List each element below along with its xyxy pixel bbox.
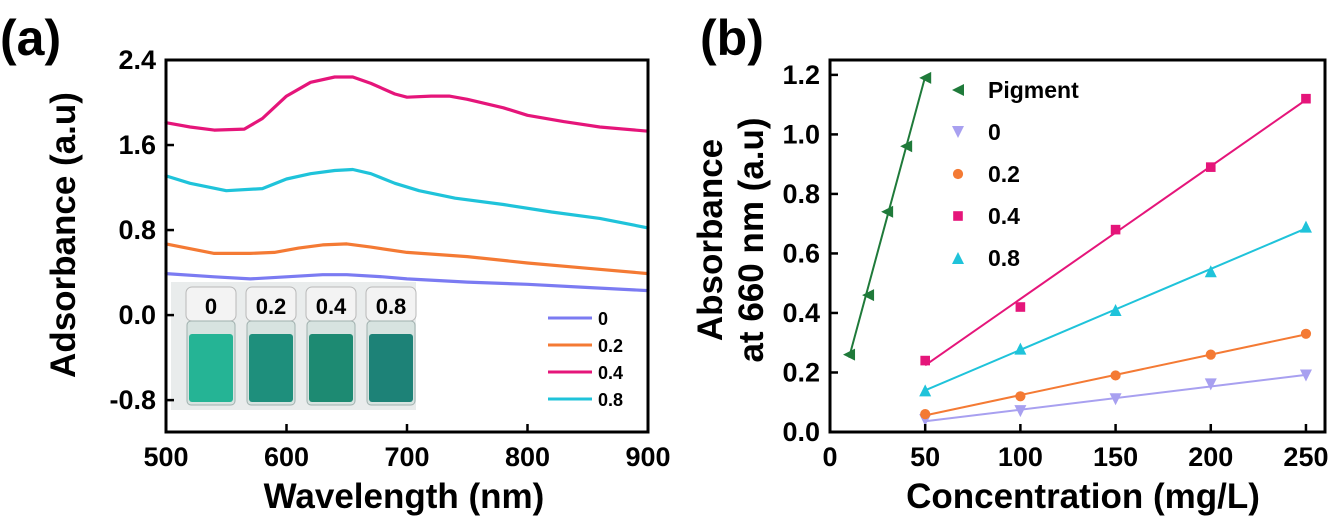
y-tick-label-a: 1.6 bbox=[118, 130, 156, 160]
y-tick-label-a: -0.8 bbox=[109, 385, 156, 415]
vial-label: 0.4 bbox=[316, 294, 347, 319]
data-point-pigment bbox=[952, 84, 964, 96]
data-point-0-8 bbox=[1109, 303, 1122, 316]
data-point-0-4 bbox=[1301, 93, 1311, 104]
y-axis-title-b-line2: at 660 nm (a.u) bbox=[732, 117, 771, 362]
data-point-pigment bbox=[881, 205, 894, 218]
x-axis-title-b: Concentration (mg/L) bbox=[906, 477, 1260, 516]
x-tick-label-a: 500 bbox=[143, 442, 188, 472]
vial-liquid bbox=[249, 334, 293, 402]
x-tick-label-b: 0 bbox=[822, 442, 837, 472]
x-tick-label-b: 200 bbox=[1188, 442, 1233, 472]
data-point-pigment bbox=[900, 140, 913, 153]
panel-label-b: (b) bbox=[700, 10, 764, 66]
fit-line bbox=[848, 76, 927, 358]
series-line-0 bbox=[164, 272, 650, 293]
data-point-0-2 bbox=[1300, 328, 1312, 339]
data-point-0-4 bbox=[1015, 302, 1026, 312]
y-tick-label-a: 2.4 bbox=[118, 45, 156, 75]
legend-label-a: 0.4 bbox=[598, 363, 623, 383]
data-point-0-4 bbox=[953, 211, 963, 221]
legend-a: 0 0.2 0.4 0.8 bbox=[548, 309, 623, 410]
data-point-0-2 bbox=[1205, 349, 1216, 360]
data-point-0-8 bbox=[952, 252, 964, 264]
y-tick-label-b: 1.2 bbox=[782, 60, 820, 90]
y-tick-label-a: 0.0 bbox=[118, 300, 156, 330]
series-line-0-4 bbox=[164, 75, 650, 133]
vial: 0.8 bbox=[365, 286, 417, 406]
legend-label-b: 0 bbox=[988, 119, 1001, 145]
y-axis-title-b-line1: Absorbance bbox=[691, 139, 730, 341]
data-point-0 bbox=[1109, 393, 1122, 406]
y-tick-label-b: 0.0 bbox=[782, 417, 820, 447]
legend-label-a: 0 bbox=[598, 309, 608, 329]
data-point-pigment bbox=[862, 289, 875, 302]
y-tick-label-b: 1.0 bbox=[782, 119, 820, 149]
x-axis-title-a: Wavelength (nm) bbox=[264, 477, 545, 516]
data-point-0 bbox=[1204, 378, 1217, 391]
x-tick-label-b: 150 bbox=[1093, 442, 1138, 472]
legend-label-a: 0.8 bbox=[598, 390, 623, 410]
data-point-0-2 bbox=[952, 168, 964, 180]
data-point-pigment bbox=[843, 348, 856, 361]
x-tick-label-a: 600 bbox=[264, 442, 309, 472]
panel-label-a: (a) bbox=[0, 10, 61, 66]
data-point-0 bbox=[1299, 369, 1312, 382]
x-tick-label-a: 900 bbox=[625, 442, 670, 472]
data-point-0-8 bbox=[1299, 220, 1312, 233]
data-point-pigment bbox=[919, 71, 932, 84]
y-tick-label-b: 0.4 bbox=[782, 298, 820, 328]
vial-liquid bbox=[369, 334, 413, 402]
legend-label-b: Pigment bbox=[988, 77, 1079, 103]
chart-panel-a: (a) Wavelength (nm) Adsorbance (a.u) 0 0.… bbox=[0, 10, 671, 516]
vial-label: 0.8 bbox=[376, 294, 407, 319]
data-point-0-8 bbox=[1014, 342, 1027, 355]
legend-label-b: 0.2 bbox=[988, 161, 1020, 187]
y-tick-label-a: 0.8 bbox=[118, 215, 156, 245]
axes-a: 500 600 700 800 900 -0.8 0.0 0.8 1.6 2.4 bbox=[109, 45, 670, 472]
legend-label-b: 0.8 bbox=[988, 245, 1020, 271]
vial-label: 0 bbox=[205, 294, 217, 319]
y-tick-label-b: 0.6 bbox=[782, 238, 820, 268]
data-point-0-4 bbox=[1205, 162, 1216, 172]
x-tick-label-a: 700 bbox=[384, 442, 429, 472]
vial-liquid bbox=[189, 334, 233, 402]
chart-panel-b: (b) Concentration (mg/L) Absorbance at 6… bbox=[691, 10, 1328, 516]
legend-label-b: 0.4 bbox=[988, 203, 1020, 229]
data-point-0-4 bbox=[920, 355, 930, 366]
vial: 0 bbox=[185, 286, 237, 406]
axes-b: 0 50 100 150 200 250 0.0 0.2 0.4 0.6 0.8 1.0 1.2 bbox=[782, 58, 1328, 472]
y-axis-title-a: Adsorbance (a.u) bbox=[44, 92, 83, 378]
series-line-0-2 bbox=[164, 242, 650, 276]
vial: 0.2 bbox=[245, 286, 297, 406]
data-point-0 bbox=[1014, 405, 1027, 418]
scatter-series-group-b bbox=[843, 71, 1312, 427]
plot-frame-b bbox=[828, 58, 1327, 434]
x-tick-label-b: 50 bbox=[910, 442, 940, 472]
data-point-0-8 bbox=[1204, 265, 1217, 278]
x-tick-label-b: 250 bbox=[1283, 442, 1328, 472]
legend-label-a: 0.2 bbox=[598, 336, 623, 356]
x-tick-label-a: 800 bbox=[505, 442, 550, 472]
legend-b: Pigment 0 0.2 0.4 0.8 bbox=[952, 77, 1079, 271]
vial-label: 0.2 bbox=[256, 294, 287, 319]
vials-photo-inset: 0 0.2 0.4 0.8 bbox=[171, 282, 417, 410]
data-point-0-4 bbox=[1110, 224, 1121, 235]
y-tick-label-b: 0.2 bbox=[782, 357, 820, 387]
data-point-0-2 bbox=[1110, 370, 1121, 381]
data-point-0-8 bbox=[919, 384, 932, 397]
vial-liquid bbox=[309, 334, 353, 402]
data-point-0-2 bbox=[1015, 391, 1026, 402]
data-point-0 bbox=[952, 126, 964, 138]
series-line-0-8 bbox=[164, 167, 650, 230]
y-tick-label-b: 0.8 bbox=[782, 179, 820, 209]
x-tick-label-b: 100 bbox=[998, 442, 1043, 472]
vial: 0.4 bbox=[305, 286, 357, 406]
line-series-group-a bbox=[164, 75, 650, 293]
data-point-0-2 bbox=[920, 409, 931, 420]
